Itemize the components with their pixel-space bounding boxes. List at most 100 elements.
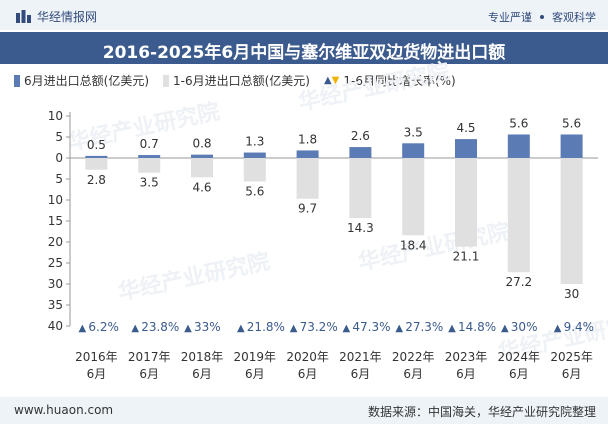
ytd-value-label: 30	[564, 287, 579, 301]
y-tick-label: 10	[48, 109, 63, 123]
growth-value-label: 30%	[511, 320, 538, 334]
growth-up-triangle-icon: ▲	[343, 323, 351, 334]
ytd-value-label: 27.2	[505, 275, 532, 289]
legend-item-ytd: 1-6月进出口总额(亿美元)	[163, 72, 310, 89]
legend-down-triangle-icon: ▼	[331, 75, 340, 86]
brand-logo-icon	[16, 10, 31, 23]
top-bar: 华经情报网 专业严谨 客观科学	[0, 0, 608, 30]
growth-value-label: 33%	[194, 320, 221, 334]
x-tick-label-month: 6月	[456, 367, 476, 381]
title-bar: 2016-2025年6月中国与塞尔维亚双边货物进出口额	[0, 32, 608, 64]
june-bar	[296, 150, 319, 158]
growth-value-label: 47.3%	[352, 320, 390, 334]
june-bar	[85, 155, 108, 158]
legend-item-june: 6月进出口总额(亿美元)	[14, 72, 149, 89]
watermark-text-3: 华经产业研究院	[116, 248, 272, 305]
growth-up-triangle-icon: ▲	[184, 323, 192, 334]
x-tick-label-year: 2020年	[286, 350, 329, 364]
ytd-value-label: 4.6	[192, 180, 211, 194]
chart-svg: 华经产业研究院华经产业研究院华经产业研究院华经产业研究院华经产业研究院10505…	[48, 58, 608, 381]
june-value-label: 0.8	[192, 137, 211, 151]
x-tick-label-year: 2018年	[181, 350, 224, 364]
header-tags: 专业严谨 客观科学	[488, 9, 596, 25]
brand: 华经情报网	[16, 8, 97, 25]
x-tick-label-year: 2025年	[550, 350, 593, 364]
x-tick-label-year: 2019年	[234, 350, 277, 364]
growth-up-triangle-icon: ▲	[79, 323, 87, 334]
growth-value-label: 23.8%	[141, 320, 179, 334]
footer-website: www.huaon.com	[14, 403, 114, 417]
watermark-text-1: 华经产业研究院	[296, 58, 452, 115]
brand-name: 华经情报网	[37, 10, 98, 24]
growth-value-label: 6.2%	[88, 320, 119, 334]
y-tick-label: 25	[48, 256, 63, 270]
ytd-value-label: 9.7	[298, 202, 317, 216]
growth-value-label: 73.2%	[300, 320, 338, 334]
ytd-value-label: 18.4	[400, 238, 427, 252]
growth-value-label: 21.8%	[247, 320, 285, 334]
june-bar	[349, 147, 372, 158]
y-tick-label: 0	[55, 151, 63, 165]
chart-title: 2016-2025年6月中国与塞尔维亚双边货物进出口额	[102, 43, 506, 63]
ytd-bar	[455, 158, 477, 247]
june-value-label: 0.5	[87, 138, 106, 152]
june-bar	[243, 152, 266, 158]
growth-up-triangle-icon: ▲	[448, 323, 456, 334]
footer: www.huaon.com 数据来源：中国海关，华经产业研究院整理	[0, 397, 608, 424]
june-bar	[402, 143, 425, 158]
june-value-label: 1.8	[298, 132, 317, 146]
june-bar	[455, 139, 477, 158]
june-bar	[560, 134, 583, 158]
june-bar	[138, 155, 161, 158]
june-value-label: 5.6	[562, 116, 581, 130]
x-tick-label-year: 2022年	[392, 350, 435, 364]
june-bar	[507, 134, 530, 158]
y-tick-label: 15	[48, 214, 63, 228]
june-bar	[191, 154, 213, 158]
x-tick-label-year: 2016年	[75, 350, 118, 364]
growth-value-label: 14.8%	[458, 320, 496, 334]
y-tick-label: 30	[48, 277, 63, 291]
header-tag-1: 专业严谨	[488, 11, 532, 24]
june-value-label: 2.6	[351, 129, 370, 143]
legend-swatch-june	[14, 74, 20, 87]
growth-value-label: 9.4%	[564, 320, 595, 334]
y-tick-label: 5	[55, 130, 63, 144]
june-value-label: 0.7	[140, 137, 159, 151]
x-tick-label-month: 6月	[87, 367, 107, 381]
ytd-bar	[243, 158, 266, 182]
x-tick-label-month: 6月	[298, 367, 318, 381]
y-tick-label: 40	[48, 319, 63, 333]
header-tag-2: 客观科学	[552, 11, 596, 24]
growth-value-label: 27.3%	[405, 320, 443, 334]
ytd-bar	[296, 158, 319, 199]
june-value-label: 5.6	[509, 116, 528, 130]
x-tick-label-month: 6月	[509, 367, 529, 381]
x-tick-label-month: 6月	[403, 367, 423, 381]
chart-legend: 6月进出口总额(亿美元) 1-6月进出口总额(亿美元) ▲ ▼ 1-6月同比增长…	[14, 72, 470, 89]
ytd-bar	[560, 158, 583, 284]
ytd-bar	[402, 158, 425, 236]
ytd-bar	[349, 158, 372, 219]
ytd-value-label: 14.3	[347, 221, 374, 235]
ytd-value-label: 3.5	[140, 176, 159, 190]
ytd-bar	[507, 158, 530, 273]
ytd-bar	[138, 158, 161, 173]
ytd-bar	[85, 158, 108, 170]
legend-swatch-ytd	[163, 74, 169, 87]
x-tick-label-month: 6月	[139, 367, 159, 381]
x-tick-label-month: 6月	[192, 367, 212, 381]
x-tick-label-year: 2021年	[339, 350, 382, 364]
legend-label-ytd: 1-6月进出口总额(亿美元)	[173, 74, 310, 88]
june-value-label: 4.5	[456, 121, 475, 135]
legend-item-growth: ▲ ▼ 1-6月同比增长率(%)	[324, 72, 456, 89]
legend-label-growth: 1-6月同比增长率(%)	[343, 74, 456, 88]
ytd-value-label: 21.1	[453, 250, 480, 264]
growth-up-triangle-icon: ▲	[395, 323, 403, 334]
x-tick-label-month: 6月	[562, 367, 582, 381]
footer-source: 数据来源：中国海关，华经产业研究院整理	[367, 405, 596, 419]
x-tick-label-month: 6月	[351, 367, 371, 381]
growth-up-triangle-icon: ▲	[290, 323, 298, 334]
growth-up-triangle-icon: ▲	[237, 323, 245, 334]
growth-up-triangle-icon: ▲	[554, 323, 562, 334]
